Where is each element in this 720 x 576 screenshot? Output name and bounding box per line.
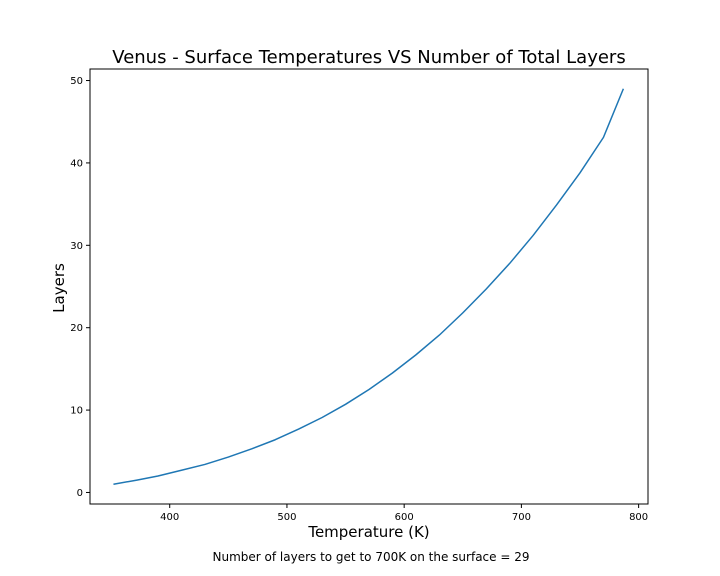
x-axis-label: Temperature (K) — [307, 523, 429, 541]
series-line-0 — [113, 88, 625, 485]
chart-caption: Number of layers to get to 700K on the s… — [213, 550, 530, 564]
x-tick-label-600: 600 — [395, 512, 414, 523]
x-tick-label-700: 700 — [512, 512, 531, 523]
y-tick-label-10: 10 — [70, 406, 83, 417]
y-tick-label-40: 40 — [70, 158, 83, 169]
y-tick-label-20: 20 — [70, 323, 83, 334]
x-tick-label-500: 500 — [277, 512, 296, 523]
y-tick-label-50: 50 — [70, 76, 83, 87]
plot-frame — [89, 68, 649, 505]
y-tick-label-0: 0 — [77, 488, 83, 499]
y-tick-label-30: 30 — [70, 241, 83, 252]
chart-title: Venus - Surface Temperatures VS Number o… — [112, 47, 625, 68]
x-tick-label-800: 800 — [629, 512, 648, 523]
plot-area: 400 500 600 700 800 0 10 20 30 40 50 — [70, 68, 649, 523]
y-axis-label: Layers — [50, 263, 68, 313]
x-tick-label-400: 400 — [160, 512, 179, 523]
